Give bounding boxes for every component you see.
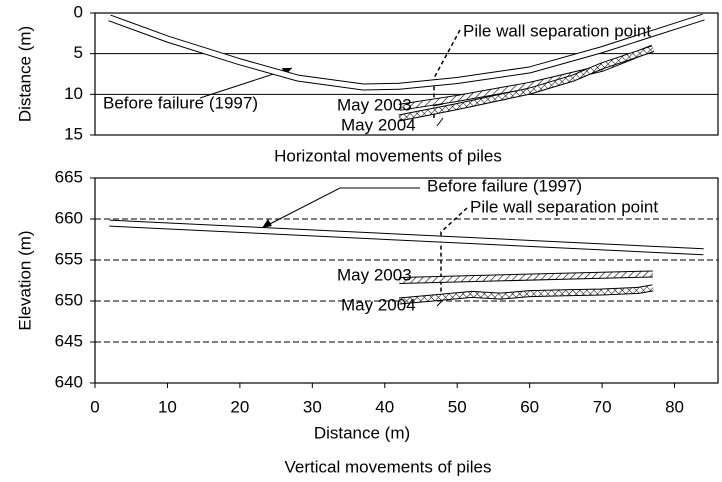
series-line [109,220,704,255]
y-tick-label: 640 [55,372,83,391]
x-tick-label: 10 [158,397,177,416]
y-tick-label: 0 [74,2,83,21]
series-label: May 2004 [341,295,416,314]
series-line [399,285,654,304]
annotation: Pile wall separation point [463,21,651,40]
panel-caption: Vertical movements of piles [285,457,492,476]
y-tick-label: 655 [55,249,83,268]
x-tick-label: 70 [593,397,612,416]
x-tick-label: 50 [448,397,467,416]
series-label: Before failure (1997) [427,176,582,195]
y-tick-label: 645 [55,331,83,350]
series-outline [398,44,655,111]
plot-frame [94,12,719,136]
panel-caption: Horizontal movements of piles [274,146,502,165]
x-tick-label: 80 [665,397,684,416]
x-axis-label: Distance (m) [314,423,410,442]
y-tick-label: 665 [55,167,83,186]
y-axis-label: Distance (m) [15,26,34,122]
series-label: Before failure (1997) [103,93,258,112]
plot-frame [94,177,719,384]
annotation: Pile wall separation point [470,197,658,216]
arrow-head [262,219,272,228]
leader-line [436,117,444,127]
leader-line [261,187,420,229]
x-tick-label: 30 [303,397,322,416]
y-tick-label: 5 [74,43,83,62]
x-tick-label: 0 [90,397,99,416]
series-label: May 2003 [337,265,412,284]
y-axis-label: Elevation (m) [15,230,34,330]
series-line [399,271,653,283]
y-tick-label: 10 [64,84,83,103]
series-line [398,46,654,121]
separation-line [440,207,468,300]
y-tick-label: 650 [55,290,83,309]
series-label: May 2003 [337,95,412,114]
x-tick-label: 60 [520,397,539,416]
x-tick-label: 40 [375,397,394,416]
series-label: May 2004 [341,115,416,134]
y-tick-label: 660 [55,208,83,227]
x-tick-label: 20 [230,397,249,416]
series-line [108,14,705,90]
y-tick-label: 15 [64,124,83,143]
